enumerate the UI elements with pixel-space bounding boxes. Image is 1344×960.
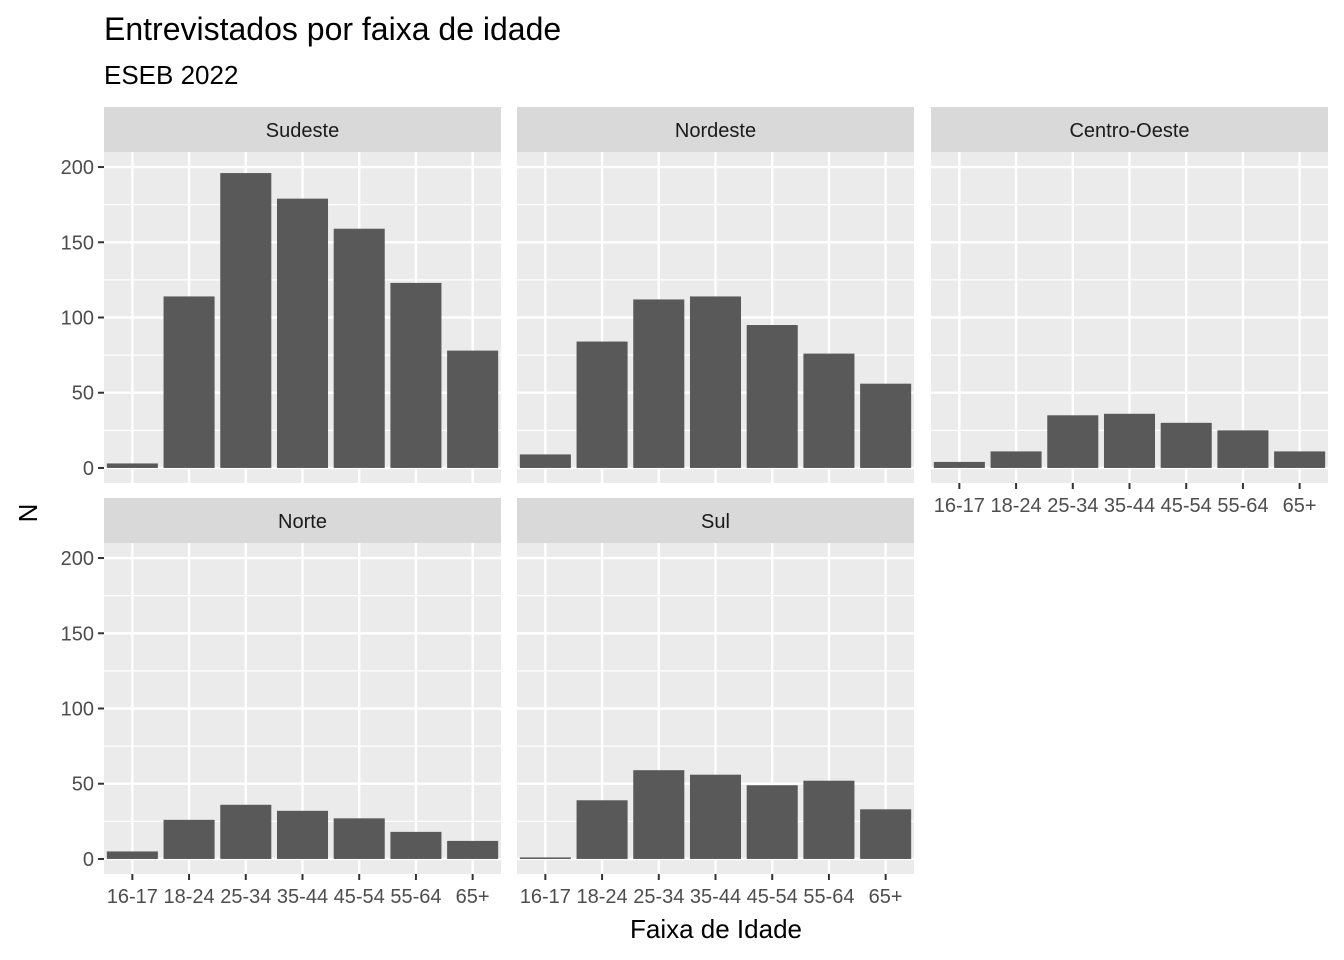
x-tick-label: 65+ <box>1283 495 1317 517</box>
bar-25-34 <box>1047 415 1099 468</box>
x-tick-label: 35-44 <box>690 886 741 908</box>
x-axis-title: Faixa de Idade <box>630 914 802 944</box>
bar-65+ <box>447 350 499 468</box>
x-tick-label: 65+ <box>869 886 903 908</box>
bar-65+ <box>860 809 912 859</box>
bar-35-44 <box>689 296 742 468</box>
y-tick-label: 0 <box>83 458 94 480</box>
x-tick-label: 18-24 <box>990 495 1041 517</box>
y-tick-label: 200 <box>61 157 94 179</box>
x-tick-label: 25-34 <box>1047 495 1098 517</box>
facet-panels: Sudeste 0 50 100 150 200 Nordeste Centro-Oeste 1… <box>61 107 1328 908</box>
bar-35-44 <box>276 810 329 859</box>
bar-16-17 <box>933 461 985 468</box>
bar-16-17 <box>106 463 158 468</box>
facet-sudeste: Sudeste 0 50 100 150 200 <box>61 107 501 483</box>
x-tick-label: 45-54 <box>334 886 385 908</box>
bar-65+ <box>447 840 499 859</box>
bar-55-64 <box>803 353 855 468</box>
bar-45-54 <box>746 325 798 468</box>
facet-strip-label: Nordeste <box>675 120 756 142</box>
bar-45-54 <box>746 785 798 859</box>
x-tick-label: 18-24 <box>163 886 214 908</box>
bar-16-17 <box>519 857 571 859</box>
x-tick-label: 25-34 <box>633 886 684 908</box>
x-tick-label: 16-17 <box>107 886 158 908</box>
x-tick-label: 16-17 <box>520 886 571 908</box>
facet-sul: Sul 16-17 18-24 25-34 35-44 45-54 55-64 65+ <box>517 498 914 908</box>
y-tick-label: 0 <box>83 849 94 871</box>
bar-35-44 <box>689 774 742 859</box>
bar-45-54 <box>1160 422 1212 468</box>
bar-18-24 <box>576 341 628 468</box>
x-tick-label: 55-64 <box>1217 495 1268 517</box>
facet-nordeste: Nordeste <box>517 107 914 483</box>
bar-45-54 <box>333 818 385 859</box>
bar-18-24 <box>990 451 1042 468</box>
bar-65+ <box>860 383 912 468</box>
y-tick-label: 150 <box>61 232 94 254</box>
facet-centro-oeste: Centro-Oeste 16-17 18-24 25-34 35-44 45-54 55-… <box>931 107 1328 517</box>
x-tick-label: 16-17 <box>934 495 985 517</box>
bar-55-64 <box>1217 430 1269 468</box>
bar-55-64 <box>390 831 442 859</box>
bar-35-44 <box>276 198 329 468</box>
x-tick-label: 45-54 <box>1161 495 1212 517</box>
facet-strip-label: Centro-Oeste <box>1069 120 1189 142</box>
bar-18-24 <box>576 800 628 859</box>
bar-25-34 <box>633 770 685 859</box>
y-tick-label: 100 <box>61 699 94 721</box>
x-tick-label: 55-64 <box>390 886 441 908</box>
facet-strip-label: Norte <box>278 511 327 533</box>
facet-strip-label: Sul <box>701 511 730 533</box>
facet-strip <box>517 498 914 543</box>
x-tick-label: 45-54 <box>747 886 798 908</box>
y-tick-label: 200 <box>61 548 94 570</box>
facet-strip <box>931 107 1328 152</box>
y-tick-label: 50 <box>72 774 94 796</box>
facet-strip <box>517 107 914 152</box>
bar-55-64 <box>390 282 442 468</box>
x-tick-label: 18-24 <box>576 886 627 908</box>
bar-45-54 <box>333 228 385 468</box>
bar-16-17 <box>519 454 571 468</box>
y-tick-label: 150 <box>61 623 94 645</box>
y-axis-title: N <box>13 504 43 523</box>
facet-strip <box>104 498 501 543</box>
y-tick-label: 50 <box>72 383 94 405</box>
bar-18-24 <box>163 296 215 468</box>
x-tick-label: 35-44 <box>1104 495 1155 517</box>
bar-25-34 <box>633 299 685 468</box>
facet-strip-label: Sudeste <box>266 120 339 142</box>
bar-25-34 <box>220 804 272 859</box>
x-tick-label: 55-64 <box>803 886 854 908</box>
bar-16-17 <box>106 851 158 859</box>
x-tick-label: 65+ <box>456 886 490 908</box>
chart-title: Entrevistados por faixa de idade <box>104 11 561 47</box>
bar-55-64 <box>803 780 855 859</box>
x-tick-label: 35-44 <box>277 886 328 908</box>
bar-25-34 <box>220 173 272 468</box>
bar-65+ <box>1274 451 1326 468</box>
facet-norte: Norte 0 50 100 150 200 16-17 18-24 25-34 35-44 45-… <box>61 498 501 908</box>
x-tick-label: 25-34 <box>220 886 271 908</box>
facet-strip <box>104 107 501 152</box>
chart-subtitle: ESEB 2022 <box>104 60 238 90</box>
y-tick-label: 100 <box>61 308 94 330</box>
bar-18-24 <box>163 819 215 859</box>
bar-35-44 <box>1103 413 1156 468</box>
